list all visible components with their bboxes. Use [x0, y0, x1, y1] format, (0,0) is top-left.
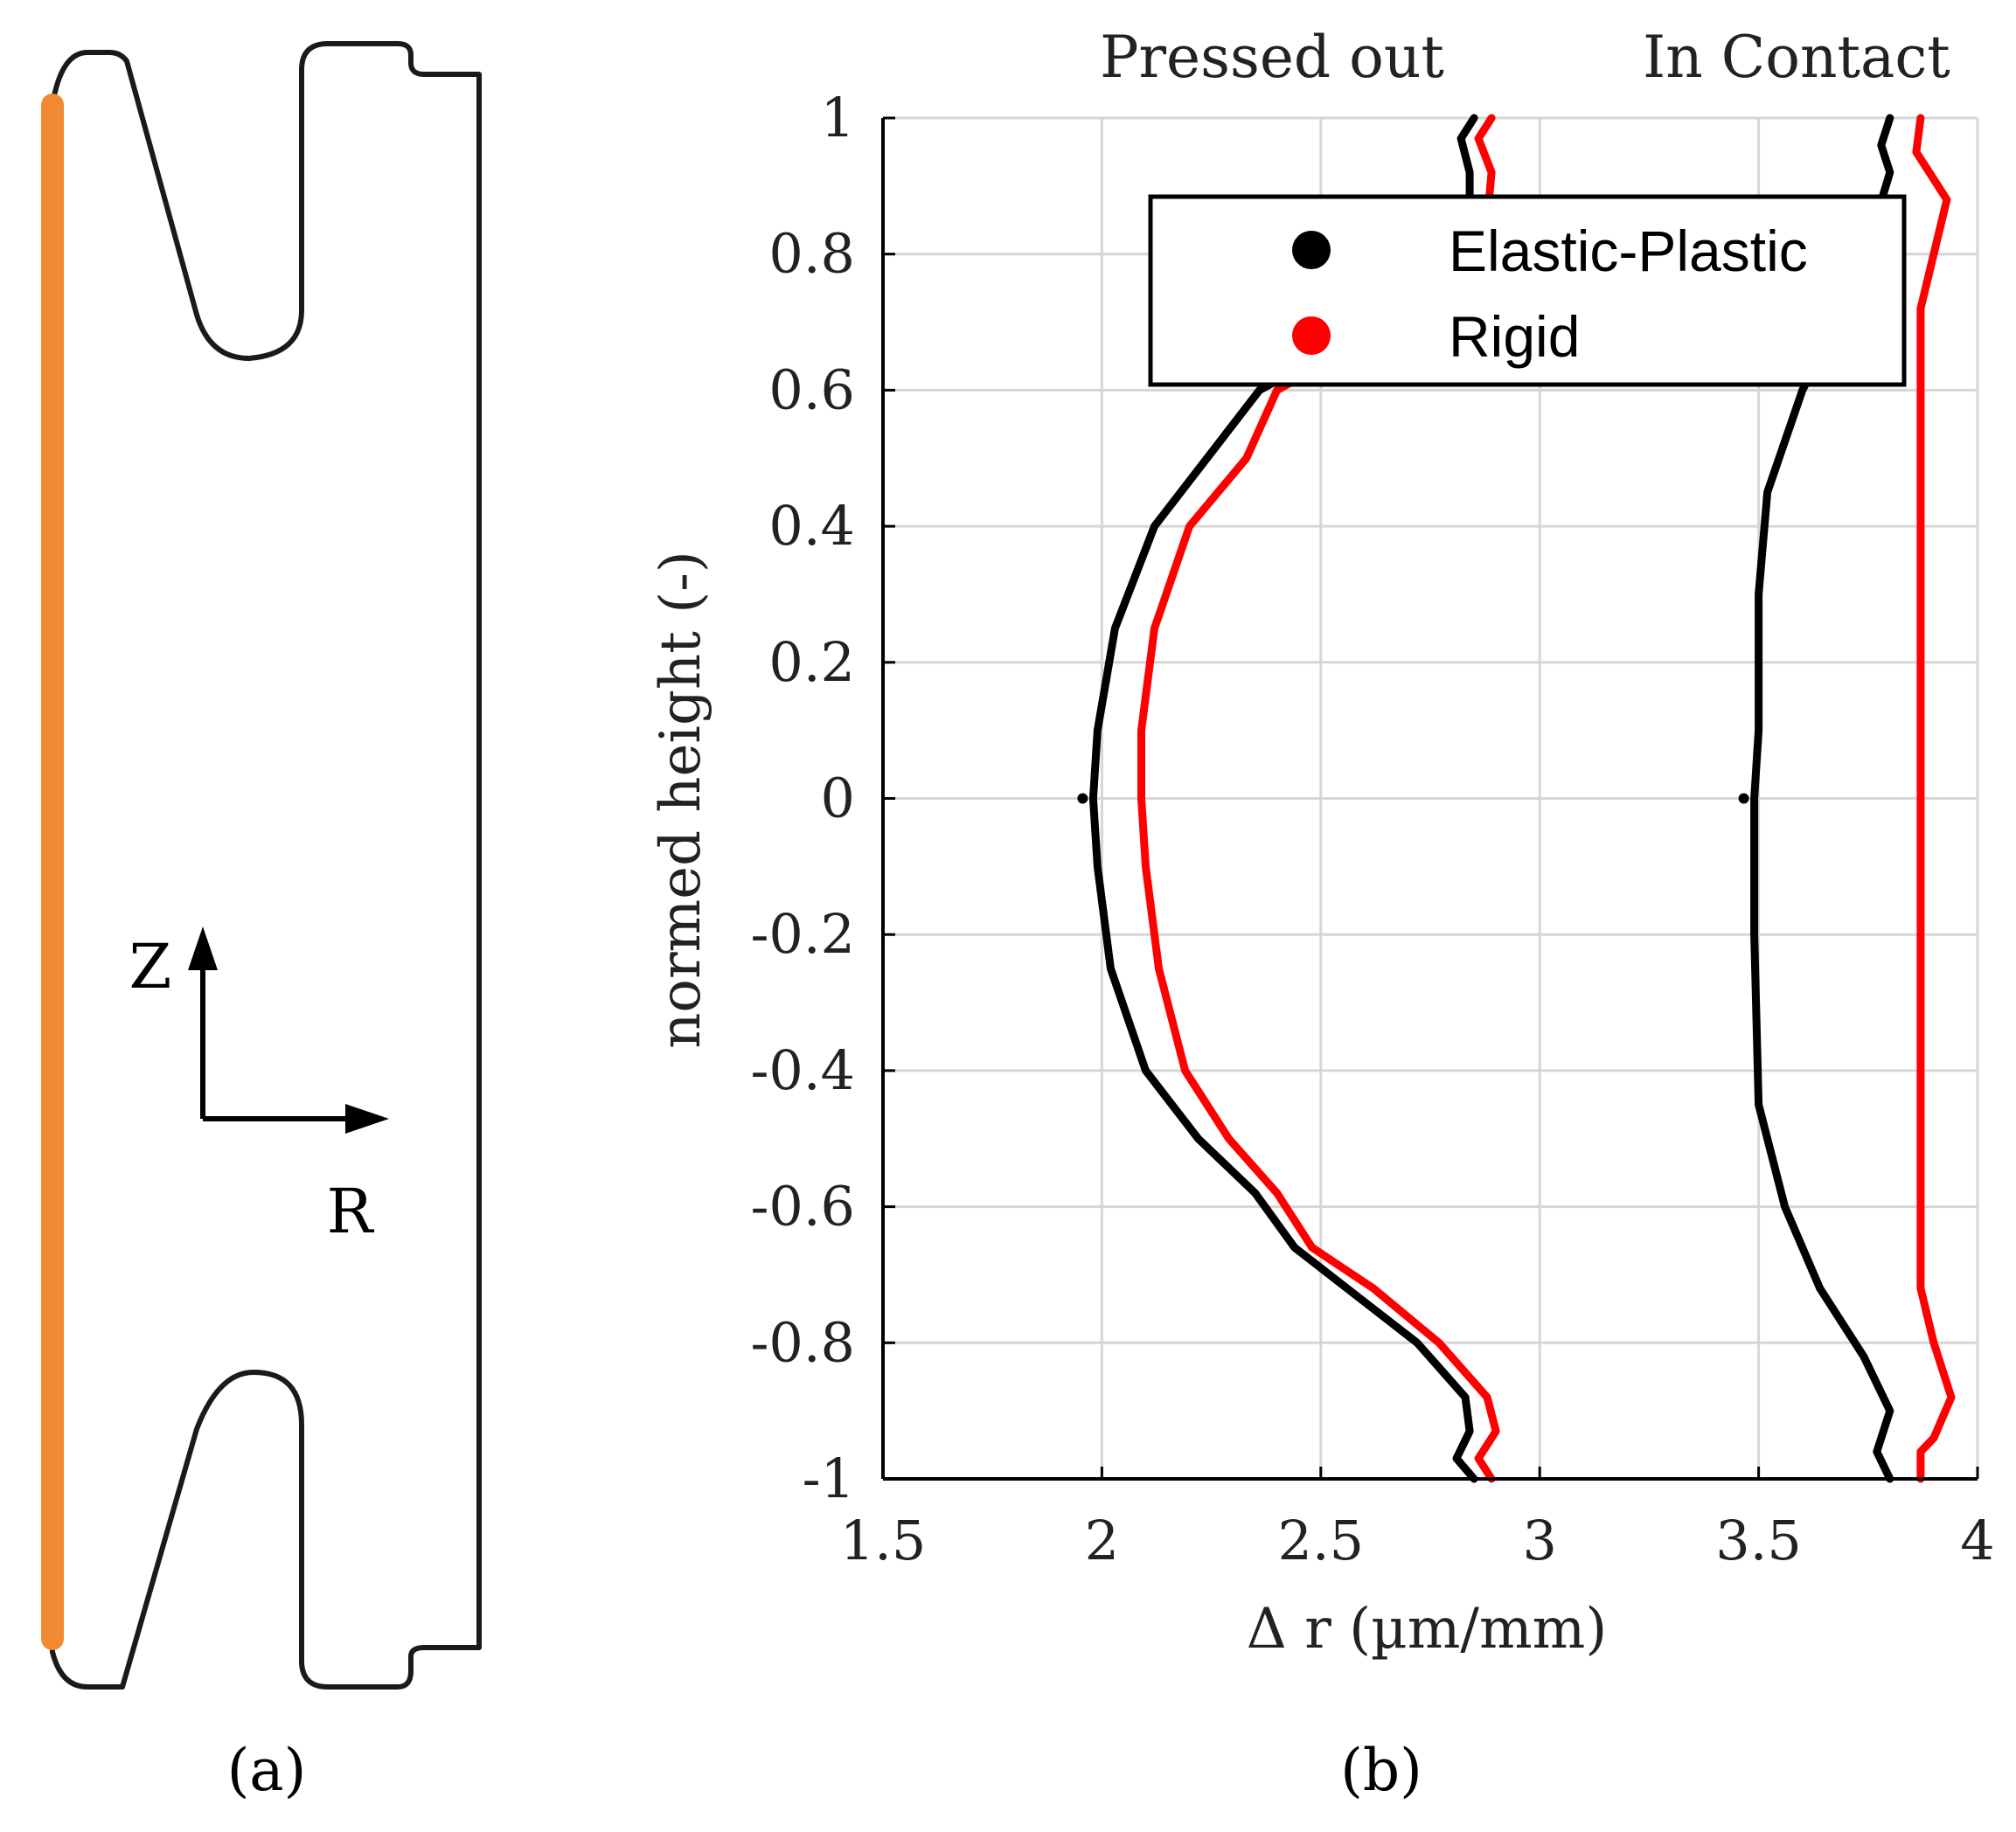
x-tick-label: 2.5: [1277, 1509, 1364, 1572]
legend-marker-rigid: [1292, 316, 1331, 355]
x-tick-label: 3: [1522, 1509, 1556, 1572]
zero-marker: [1738, 793, 1749, 804]
legend-box: [1148, 194, 1907, 387]
panel-b-chart: 1.5 2 2.5 3 3.5 4 1 0.8 0.6 0.4 0.2 0 -0.2 -0.4 -0.6 -0…: [649, 24, 1995, 1804]
y-tick-label: 0.2: [768, 630, 855, 694]
panel-a-label: (a): [227, 1737, 307, 1804]
y-tick-label: -0.6: [750, 1175, 855, 1239]
y-tick-label: 1: [821, 86, 855, 149]
legend-marker-elastic-plastic: [1292, 231, 1331, 269]
z-axis-label: Z: [129, 931, 172, 1003]
panel-b-label: (b): [1340, 1737, 1422, 1804]
r-axis-label: R: [327, 1176, 375, 1247]
y-tick-label: 0.4: [768, 494, 855, 558]
y-tick-label: -0.8: [750, 1310, 855, 1374]
part-outline: [50, 41, 482, 1690]
z-arrow-icon: [188, 926, 218, 970]
y-tick-label: -1: [803, 1447, 855, 1510]
zero-marker: [1077, 793, 1088, 804]
x-tick-label: 1.5: [840, 1509, 927, 1572]
series-line-in-contact-rigid: [1912, 114, 1956, 1483]
y-tick-label: -0.4: [750, 1038, 855, 1102]
x-tick-label: 4: [1960, 1509, 1994, 1572]
x-tick-label: 2: [1085, 1509, 1119, 1572]
annotation-pressed-out: Pressed out: [1100, 24, 1444, 91]
y-tick-label: 0.6: [768, 357, 855, 421]
axes: [881, 116, 1979, 1481]
legend-label-elastic-plastic: Elastic-Plastic: [1449, 219, 1808, 283]
r-arrow-icon: [345, 1104, 389, 1134]
x-tick-label: 3.5: [1715, 1509, 1802, 1572]
y-tick-label: 0: [821, 767, 855, 830]
y-axis-label: normed height (-): [649, 551, 713, 1049]
y-tick-label: -0.2: [750, 902, 855, 966]
legend: Elastic-Plastic Rigid: [1148, 194, 1907, 387]
panel-a-schematic: Z R (a): [41, 41, 482, 1804]
tick-labels: 1.5 2 2.5 3 3.5 4 1 0.8 0.6 0.4 0.2 0 -0.2 -0.4 -0.6 -0…: [750, 86, 1994, 1572]
annotation-in-contact: In Contact: [1643, 24, 1950, 91]
x-axis-label: Δ r (µm/mm): [1247, 1597, 1608, 1662]
coordinate-axes: Z R: [129, 926, 389, 1247]
legend-label-rigid: Rigid: [1449, 304, 1580, 369]
y-tick-label: 0.8: [768, 222, 855, 286]
